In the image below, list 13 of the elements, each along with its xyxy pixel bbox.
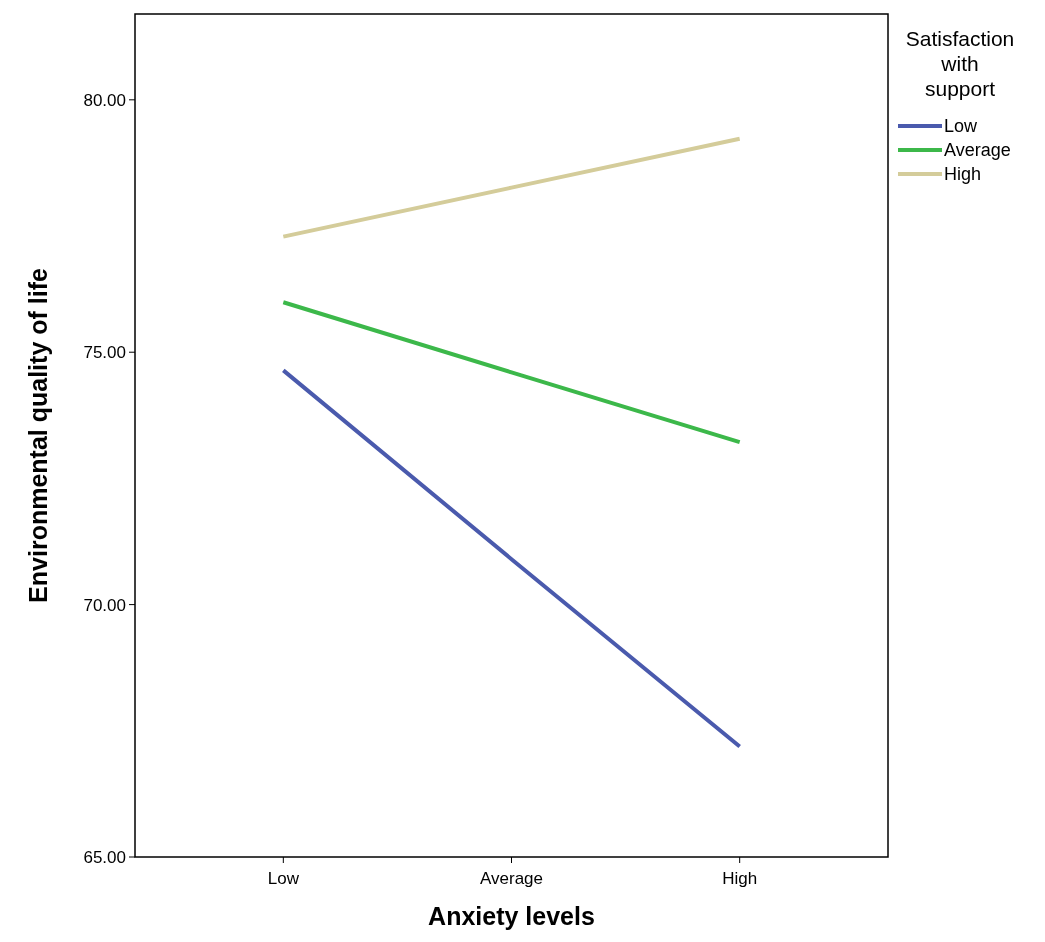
y-axis-title: Environmental quality of life: [24, 268, 52, 603]
legend-label: Low: [944, 116, 979, 137]
x-axis-title: Anxiety levels: [428, 902, 595, 930]
y-tick-label: 65.00: [83, 847, 126, 867]
x-tick-label: High: [722, 869, 758, 888]
y-tick-label: 70.00: [83, 595, 126, 615]
x-tick-label: Low: [267, 869, 300, 888]
y-tick-label: 75.00: [83, 343, 126, 363]
legend-label: Average: [944, 140, 1011, 161]
legend-label: High: [944, 164, 982, 185]
legend-title: Satisfaction with support: [905, 27, 1015, 100]
y-tick-label: 80.00: [83, 90, 126, 110]
x-tick-label: Average: [479, 869, 544, 888]
